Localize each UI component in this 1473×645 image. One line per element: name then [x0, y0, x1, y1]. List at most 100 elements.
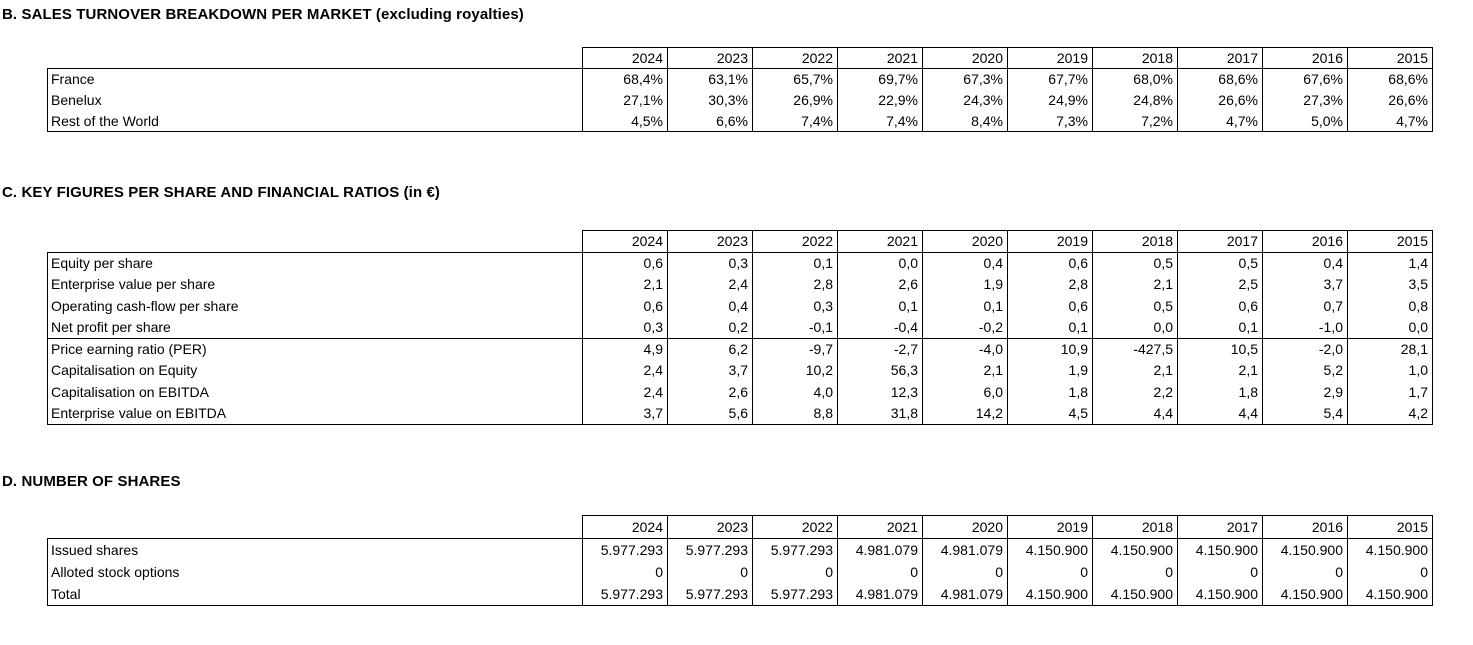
value-cell: 1,4 [1347, 251, 1433, 274]
sales-turnover-table: 2024 2023 2022 2021 2020 2019 2018 2017 2016 2015… [47, 47, 1433, 132]
value-cell: 7,4% [752, 110, 838, 132]
year-header: 2020 [922, 47, 1008, 69]
value-cell: 30,3% [667, 89, 753, 111]
table-row: Capitalisation on Equity 2,4 3,7 10,2 56,3 2,… [47, 359, 1433, 381]
section-c-title: C. KEY FIGURES PER SHARE AND FINANCIAL R… [2, 184, 441, 201]
value-cell: 0 [1262, 560, 1348, 583]
value-cell: 68,6% [1347, 68, 1433, 90]
value-cell: 24,3% [922, 89, 1008, 111]
row-label: Enterprise value per share [47, 273, 583, 295]
value-cell: 2,5 [1177, 273, 1263, 295]
value-cell: 0,3 [582, 316, 668, 338]
value-cell: 22,9% [837, 89, 923, 111]
value-cell: 3,7 [582, 402, 668, 425]
value-cell: 2,8 [1007, 273, 1093, 295]
value-cell: -0,2 [922, 316, 1008, 338]
header-spacer [48, 48, 583, 69]
table-row: France 68,4% 63,1% 65,7% 69,7% 67,3% 67,7% 68,0… [47, 68, 1433, 90]
year-header: 2019 [1007, 230, 1093, 253]
value-cell: 3,5 [1347, 273, 1433, 295]
value-cell: 2,4 [582, 359, 668, 381]
year-header: 2022 [752, 515, 838, 539]
year-header: 2016 [1262, 47, 1348, 69]
year-header: 2017 [1177, 515, 1263, 539]
value-cell: 56,3 [837, 359, 923, 381]
value-cell: 0,4 [922, 251, 1008, 274]
year-header: 2024 [582, 47, 668, 69]
value-cell: 4,7% [1347, 110, 1433, 132]
value-cell: 0,1 [752, 251, 838, 274]
year-header: 2020 [922, 515, 1008, 539]
year-header: 2021 [837, 230, 923, 253]
value-cell: 63,1% [667, 68, 753, 90]
value-cell: 2,1 [922, 359, 1008, 381]
value-cell: 4,9 [582, 337, 668, 360]
year-header: 2015 [1347, 47, 1433, 69]
row-label: Equity per share [47, 251, 583, 274]
table-row: Enterprise value per share 2,1 2,4 2,8 2,6 1,… [47, 273, 1433, 295]
value-cell: 6,6% [667, 110, 753, 132]
value-cell: 2,1 [582, 273, 668, 295]
value-cell: -0,1 [752, 316, 838, 338]
value-cell: 7,2% [1092, 110, 1178, 132]
value-cell: 2,1 [1092, 273, 1178, 295]
value-cell: 5,2 [1262, 359, 1348, 381]
year-header: 2020 [922, 230, 1008, 253]
row-label: Total [47, 583, 583, 606]
value-cell: 0,6 [582, 251, 668, 274]
value-cell: 4.150.900 [1262, 537, 1348, 561]
value-cell: 4,4 [1177, 402, 1263, 425]
value-cell: 67,6% [1262, 68, 1348, 90]
value-cell: 0,6 [1007, 295, 1093, 317]
value-cell: 7,4% [837, 110, 923, 132]
year-header: 2017 [1177, 230, 1263, 253]
value-cell: 4.150.900 [1092, 537, 1178, 561]
year-header: 2022 [752, 230, 838, 253]
value-cell: -2,7 [837, 337, 923, 360]
value-cell: 4.981.079 [922, 537, 1008, 561]
value-cell: 1,8 [1177, 381, 1263, 403]
value-cell: 0,5 [1177, 251, 1263, 274]
value-cell: 0,6 [582, 295, 668, 317]
value-cell: 24,8% [1092, 89, 1178, 111]
value-cell: 4,7% [1177, 110, 1263, 132]
value-cell: 2,1 [1177, 359, 1263, 381]
value-cell: 5.977.293 [667, 537, 753, 561]
value-cell: 4,4 [1092, 402, 1178, 425]
value-cell: 3,7 [667, 359, 753, 381]
value-cell: 69,7% [837, 68, 923, 90]
value-cell: 0 [752, 560, 838, 583]
value-cell: 0,8 [1347, 295, 1433, 317]
value-cell: 0,3 [752, 295, 838, 317]
year-header: 2015 [1347, 515, 1433, 539]
value-cell: 0,5 [1092, 251, 1178, 274]
year-header: 2023 [667, 515, 753, 539]
row-label: Benelux [47, 89, 583, 111]
year-header: 2023 [667, 230, 753, 253]
table-row: Alloted stock options 0 0 0 0 0 0 0 0 0 0 [47, 560, 1433, 583]
value-cell: 0,0 [1347, 316, 1433, 338]
value-cell: 4.150.900 [1347, 583, 1433, 606]
value-cell: 5,0% [1262, 110, 1348, 132]
value-cell: 6,0 [922, 381, 1008, 403]
value-cell: 2,9 [1262, 381, 1348, 403]
year-header: 2019 [1007, 47, 1093, 69]
value-cell: 10,2 [752, 359, 838, 381]
value-cell: 31,8 [837, 402, 923, 425]
value-cell: 4,0 [752, 381, 838, 403]
value-cell: 5.977.293 [582, 537, 668, 561]
value-cell: 67,3% [922, 68, 1008, 90]
value-cell: 0,1 [1007, 316, 1093, 338]
table-row: Price earning ratio (PER) 4,9 6,2 -9,7 -2,7-… [47, 337, 1433, 360]
value-cell: 2,4 [582, 381, 668, 403]
year-header-row: 2024 2023 2022 2021 2020 2019 2018 2017 2016 2015 [48, 47, 1433, 69]
value-cell: 2,1 [1092, 359, 1178, 381]
year-header: 2021 [837, 47, 923, 69]
row-label: France [47, 68, 583, 90]
value-cell: 0,6 [1007, 251, 1093, 274]
value-cell: 0,0 [837, 251, 923, 274]
value-cell: 4.981.079 [837, 537, 923, 561]
value-cell: 4.981.079 [922, 583, 1008, 606]
year-header: 2015 [1347, 230, 1433, 253]
year-header: 2018 [1092, 230, 1178, 253]
